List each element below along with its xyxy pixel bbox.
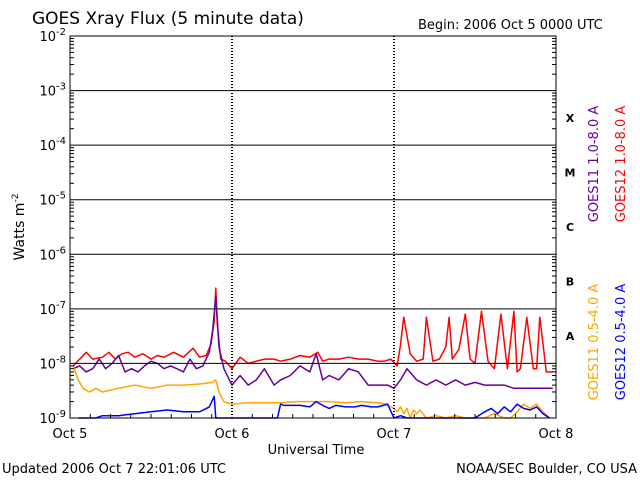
- legend-goes12-1-0-8-0-a: GOES12 1.0-8.0 A: [614, 106, 629, 223]
- y-axis-label-base: Watts m: [12, 203, 28, 261]
- flare-class-c: C: [566, 221, 574, 234]
- y-tick-base: 10: [39, 194, 56, 209]
- flare-class-b: B: [566, 276, 574, 289]
- source-credit: NOAA/SEC Boulder, CO USA: [456, 462, 637, 477]
- grid-layer: [70, 36, 556, 418]
- x-tick-labels: Oct 5 Oct 6 Oct 7 Oct 8: [53, 427, 574, 442]
- y-tick-base: 10: [39, 85, 56, 100]
- legend-goes12-0-5-4-0-a: GOES12 0.5-4.0 A: [614, 284, 629, 401]
- y-tick-label: 10-4: [39, 136, 66, 154]
- plot-frame: [69, 35, 557, 419]
- y-tick-label: 10-9: [39, 409, 66, 427]
- legend-goes11-0-5-4-0-a: GOES11 0.5-4.0 A: [587, 284, 602, 401]
- x-tick-label: Oct 6: [215, 427, 250, 442]
- flare-class-m: M: [565, 166, 576, 179]
- y-tick-exponent: -7: [56, 300, 66, 311]
- y-tick-exponent: -2: [56, 27, 66, 38]
- y-tick-base: 10: [39, 248, 56, 263]
- y-tick-base: 10: [39, 303, 56, 318]
- x-tick-label: Oct 7: [377, 427, 412, 442]
- y-tick-exponent: -9: [56, 409, 66, 420]
- y-tick-exponent: -4: [56, 136, 66, 147]
- y-tick-label: 10-5: [39, 191, 66, 209]
- y-tick-label: 10-6: [39, 245, 66, 263]
- y-tick-label: 10-8: [39, 354, 66, 372]
- x-tick-label: Oct 5: [53, 427, 88, 442]
- series-line-goes11-0-5-4-0-a: [72, 365, 551, 419]
- begin-label: Begin: 2006 Oct 5 0000 UTC: [418, 18, 603, 33]
- y-tick-base: 10: [39, 357, 56, 372]
- legend: GOES11 1.0-8.0 A GOES12 1.0-8.0 A GOES11 0…: [587, 106, 629, 401]
- y-axis-label: Watts m-2: [11, 194, 28, 261]
- y-tick-exponent: -8: [56, 354, 66, 365]
- series-line-goes12-0-5-4-0-a: [78, 395, 550, 419]
- y-tick-base: 10: [39, 30, 56, 45]
- y-tick-base: 10: [39, 412, 56, 427]
- y-axis-label-exponent: -2: [11, 194, 21, 203]
- flare-class-labels: A B C M X: [565, 112, 576, 343]
- flare-class-x: X: [566, 112, 575, 125]
- updated-timestamp: Updated 2006 Oct 7 22:01:06 UTC: [2, 462, 226, 477]
- y-tick-exponent: -5: [56, 191, 66, 202]
- x-tick-label: Oct 8: [539, 427, 574, 442]
- chart-title: GOES Xray Flux (5 minute data): [32, 9, 304, 29]
- x-axis-label: Universal Time: [268, 443, 365, 458]
- series-line-goes12-1-0-8-0-a: [72, 287, 553, 373]
- y-tick-base: 10: [39, 139, 56, 154]
- series-line-goes11-1-0-8-0-a: [72, 295, 553, 390]
- series-layer: [72, 287, 553, 419]
- y-tick-labels: 10-910-810-710-610-510-410-310-2: [39, 27, 66, 427]
- legend-goes11-1-0-8-0-a: GOES11 1.0-8.0 A: [587, 106, 602, 223]
- y-tick-label: 10-2: [39, 27, 66, 45]
- flare-class-a: A: [566, 330, 575, 343]
- y-tick-exponent: -6: [56, 245, 66, 256]
- y-tick-label: 10-7: [39, 300, 66, 318]
- y-tick-label: 10-3: [39, 82, 66, 100]
- y-tick-exponent: -3: [56, 82, 66, 93]
